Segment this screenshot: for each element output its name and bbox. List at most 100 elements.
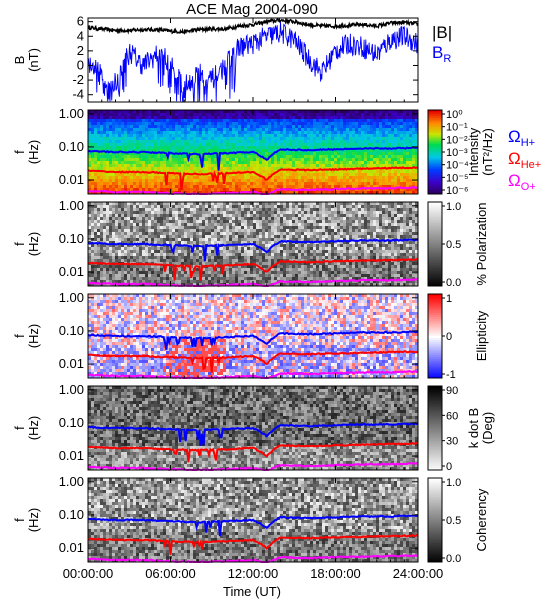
heatmap-cell — [184, 176, 188, 180]
colorbar-cell — [428, 175, 442, 178]
heatmap-cell — [121, 223, 125, 227]
heatmap-cell — [277, 152, 281, 156]
heatmap-cell — [244, 137, 248, 141]
heatmap-cell — [178, 128, 182, 132]
heatmap-cell — [316, 134, 320, 138]
heatmap-cell — [247, 143, 251, 147]
heatmap-cell — [283, 137, 287, 141]
heatmap-cell — [262, 116, 266, 120]
heatmap-cell — [205, 220, 209, 224]
heatmap-cell — [352, 137, 356, 141]
heatmap-cell — [124, 277, 128, 281]
heatmap-cell — [196, 202, 200, 206]
heatmap-cell — [211, 259, 215, 263]
heatmap-cell — [142, 185, 146, 189]
heatmap-cell — [220, 131, 224, 135]
heatmap-cell — [226, 116, 230, 120]
heatmap-cell — [226, 259, 230, 263]
heatmap-cell — [379, 182, 383, 186]
heatmap-cell — [319, 113, 323, 117]
heatmap-cell — [88, 238, 92, 242]
heatmap-cell — [337, 122, 341, 126]
heatmap-cell — [310, 161, 314, 165]
heatmap-cell — [241, 214, 245, 218]
heatmap-cell — [121, 208, 125, 212]
heatmap-cell — [190, 113, 194, 117]
heatmap-cell — [127, 128, 131, 132]
heatmap-cell — [307, 182, 311, 186]
heatmap-cell — [298, 149, 302, 153]
heatmap-cell — [391, 179, 395, 183]
heatmap-cell — [352, 116, 356, 120]
heatmap-cell — [106, 182, 110, 186]
heatmap-cell — [175, 188, 179, 192]
heatmap-cell — [295, 146, 299, 150]
heatmap-cell — [109, 152, 113, 156]
heatmap-cell — [328, 176, 332, 180]
heatmap-cell — [133, 238, 137, 242]
heatmap-cell — [340, 110, 344, 114]
heatmap-cell — [121, 161, 125, 165]
heatmap-cell — [298, 167, 302, 171]
heatmap-cell — [115, 185, 119, 189]
heatmap-cell — [184, 116, 188, 120]
heatmap-cell — [415, 167, 419, 171]
heatmap-cell — [160, 229, 164, 233]
heatmap-cell — [403, 188, 407, 192]
heatmap-cell — [361, 131, 365, 135]
heatmap-cell — [415, 128, 419, 132]
heatmap-cell — [184, 202, 188, 206]
heatmap-cell — [154, 211, 158, 215]
heatmap-cell — [358, 125, 362, 129]
heatmap-cell — [130, 220, 134, 224]
heatmap-cell — [388, 113, 392, 117]
heatmap-cell — [358, 137, 362, 141]
heatmap-cell — [346, 155, 350, 159]
heatmap-cell — [157, 176, 161, 180]
heatmap-cell — [154, 268, 158, 272]
heatmap-cell — [100, 259, 104, 263]
heatmap-cell — [271, 125, 275, 129]
heatmap-cell — [172, 164, 176, 168]
heatmap-cell — [91, 128, 95, 132]
heatmap-cell — [91, 158, 95, 162]
heatmap-cell — [229, 238, 233, 242]
heatmap-cell — [241, 229, 245, 233]
heatmap-cell — [181, 125, 185, 129]
heatmap-cell — [241, 116, 245, 120]
heatmap-cell — [301, 116, 305, 120]
heatmap-cell — [304, 113, 308, 117]
heatmap-cell — [154, 167, 158, 171]
heatmap-cell — [214, 217, 218, 221]
heatmap-cell — [292, 113, 296, 117]
heatmap-cell — [229, 232, 233, 236]
heatmap-cell — [220, 182, 224, 186]
heatmap-cell — [202, 164, 206, 168]
heatmap-cell — [166, 241, 170, 245]
heatmap-cell — [112, 119, 116, 123]
heatmap-cell — [166, 202, 170, 206]
heatmap-cell — [379, 191, 383, 195]
heatmap-cell — [274, 131, 278, 135]
heatmap-cell — [223, 116, 227, 120]
heatmap-cell — [181, 158, 185, 162]
heatmap-cell — [220, 256, 224, 260]
heatmap-cell — [208, 250, 212, 254]
heatmap-cell — [259, 143, 263, 147]
heatmap-cell — [352, 182, 356, 186]
heatmap-cell — [184, 262, 188, 266]
heatmap-cell — [364, 170, 368, 174]
heatmap-cell — [94, 152, 98, 156]
heatmap-cell — [103, 265, 107, 269]
heatmap-cell — [118, 232, 122, 236]
heatmap-cell — [205, 271, 209, 275]
heatmap-cell — [268, 152, 272, 156]
heatmap-cell — [121, 191, 125, 195]
heatmap-cell — [406, 161, 410, 165]
heatmap-cell — [232, 250, 236, 254]
heatmap-cell — [370, 149, 374, 153]
heatmap-cell — [169, 155, 173, 159]
heatmap-cell — [190, 155, 194, 159]
heatmap-cell — [175, 131, 179, 135]
heatmap-cell — [160, 155, 164, 159]
